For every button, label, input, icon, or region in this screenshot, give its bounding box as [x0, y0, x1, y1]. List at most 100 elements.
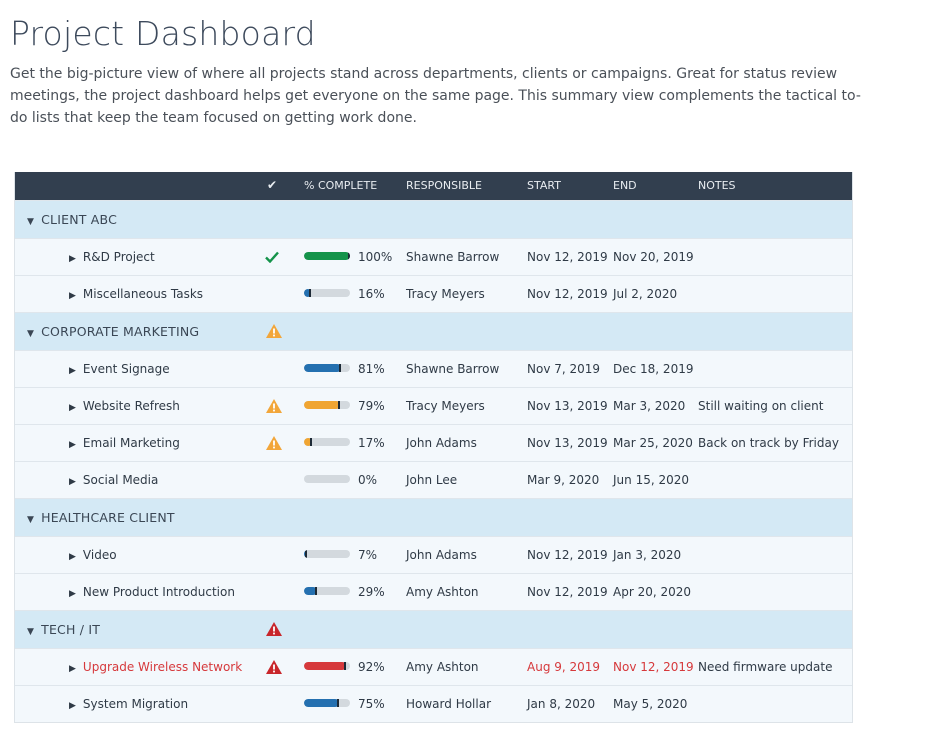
expand-triangle-icon[interactable]: ▶ — [69, 664, 76, 674]
responsible-person: Shawne Barrow — [406, 250, 500, 264]
task-name: ▶ R&D Project — [69, 250, 155, 264]
expand-triangle-icon[interactable]: ▶ — [69, 701, 76, 711]
percent-complete: 0% — [358, 473, 378, 487]
column-header-notes[interactable]: NOTES — [698, 179, 736, 192]
group-name: ▼ CORPORATE MARKETING — [27, 324, 200, 339]
task-row[interactable]: ▶ Upgrade Wireless Network 92% Amy Ashton Au… — [15, 648, 852, 685]
progress-fill — [304, 699, 339, 707]
task-row[interactable]: ▶ Social Media 0% John Lee Mar 9, 2020 Jun 15… — [15, 461, 852, 498]
expand-triangle-icon[interactable]: ▶ — [69, 589, 76, 599]
end-date: Mar 3, 2020 — [613, 399, 686, 413]
percent-complete: 16% — [358, 287, 385, 301]
percent-complete: 17% — [358, 436, 385, 450]
column-header-start[interactable]: START — [527, 179, 561, 192]
warning-red-icon — [265, 659, 283, 678]
start-date: Nov 13, 2019 — [527, 436, 608, 450]
end-date: Apr 20, 2020 — [613, 585, 692, 599]
start-date: Nov 12, 2019 — [527, 287, 608, 301]
group-row[interactable]: ▼ CORPORATE MARKETING — [15, 312, 852, 350]
warning-orange-icon — [265, 398, 283, 417]
expand-triangle-icon[interactable]: ▶ — [69, 477, 76, 487]
group-row[interactable]: ▼ TECH / IT — [15, 610, 852, 648]
progress-bar — [304, 252, 350, 260]
group-name: ▼ CLIENT ABC — [27, 212, 117, 227]
responsible-person: John Lee — [406, 473, 458, 487]
percent-complete: 7% — [358, 548, 378, 562]
group-row[interactable]: ▼ HEALTHCARE CLIENT — [15, 498, 852, 536]
group-name: ▼ TECH / IT — [27, 622, 101, 637]
task-name: ▶ Event Signage — [69, 362, 170, 376]
progress-bar — [304, 475, 350, 483]
progress-bar — [304, 587, 350, 595]
progress-fill — [304, 289, 312, 297]
project-table: ✔ % COMPLETE RESPONSIBLE START END NOTES… — [14, 172, 853, 723]
responsible-person: John Adams — [406, 548, 477, 562]
table-body: ▼ CLIENT ABC ▶ R&D Project 100% Shawne Barrow… — [15, 200, 852, 722]
warning-orange-icon — [265, 323, 283, 342]
task-row[interactable]: ▶ Event Signage 81% Shawne Barrow Nov 7, 201… — [15, 350, 852, 387]
page-title: Project Dashboard — [10, 14, 316, 53]
warning-orange-icon — [265, 435, 283, 454]
progress-bar — [304, 364, 350, 372]
start-date: Nov 12, 2019 — [527, 250, 608, 264]
progress-fill — [304, 401, 341, 409]
collapse-triangle-icon[interactable]: ▼ — [27, 329, 35, 339]
expand-triangle-icon[interactable]: ▶ — [69, 552, 76, 562]
end-date: May 5, 2020 — [613, 697, 688, 711]
checkmark-icon — [265, 251, 279, 266]
collapse-triangle-icon[interactable]: ▼ — [27, 627, 35, 637]
start-date: Nov 7, 2019 — [527, 362, 601, 376]
collapse-triangle-icon[interactable]: ▼ — [27, 217, 35, 227]
end-date: Jan 3, 2020 — [613, 548, 682, 562]
column-header-end[interactable]: END — [613, 179, 637, 192]
responsible-person: Shawne Barrow — [406, 362, 500, 376]
progress-bar — [304, 699, 350, 707]
progress-bar — [304, 438, 350, 446]
column-header-responsible[interactable]: RESPONSIBLE — [406, 179, 482, 192]
task-name: ▶ Video — [69, 548, 117, 562]
collapse-triangle-icon[interactable]: ▼ — [27, 515, 35, 525]
task-row[interactable]: ▶ Website Refresh 79% Tracy Meyers Nov 13, 2… — [15, 387, 852, 424]
progress-fill — [304, 252, 350, 260]
task-row[interactable]: ▶ R&D Project 100% Shawne Barrow Nov 12, 201… — [15, 238, 852, 275]
expand-triangle-icon[interactable]: ▶ — [69, 291, 76, 301]
task-name: ▶ Upgrade Wireless Network — [69, 660, 243, 674]
progress-fill — [304, 662, 347, 670]
progress-bar — [304, 550, 350, 558]
table-header: ✔ % COMPLETE RESPONSIBLE START END NOTES — [15, 172, 852, 200]
start-date: Aug 9, 2019 — [527, 660, 601, 674]
start-date: Nov 12, 2019 — [527, 548, 608, 562]
progress-fill — [304, 550, 308, 558]
responsible-person: Amy Ashton — [406, 660, 479, 674]
task-name: ▶ Website Refresh — [69, 399, 180, 413]
expand-triangle-icon[interactable]: ▶ — [69, 403, 76, 413]
percent-complete: 79% — [358, 399, 385, 413]
end-date: Dec 18, 2019 — [613, 362, 694, 376]
task-row[interactable]: ▶ Email Marketing 17% John Adams Nov 13, 201… — [15, 424, 852, 461]
expand-triangle-icon[interactable]: ▶ — [69, 254, 76, 264]
task-name: ▶ Miscellaneous Tasks — [69, 287, 204, 301]
column-header-check[interactable]: ✔ — [267, 178, 278, 192]
start-date: Nov 13, 2019 — [527, 399, 608, 413]
start-date: Mar 9, 2020 — [527, 473, 600, 487]
task-name: ▶ New Product Introduction — [69, 585, 235, 599]
group-row[interactable]: ▼ CLIENT ABC — [15, 200, 852, 238]
task-row[interactable]: ▶ New Product Introduction 29% Amy Ashton No… — [15, 573, 852, 610]
group-name: ▼ HEALTHCARE CLIENT — [27, 510, 175, 525]
percent-complete: 92% — [358, 660, 385, 674]
task-row[interactable]: ▶ Video 7% John Adams Nov 12, 2019 Jan 3, 202… — [15, 536, 852, 573]
column-header-complete[interactable]: % COMPLETE — [304, 179, 378, 192]
end-date: Jul 2, 2020 — [613, 287, 678, 301]
progress-bar — [304, 401, 350, 409]
progress-fill — [304, 587, 318, 595]
task-row[interactable]: ▶ System Migration 75% Howard Hollar Jan 8, … — [15, 685, 852, 722]
progress-fill — [304, 364, 342, 372]
percent-complete: 75% — [358, 697, 385, 711]
progress-bar — [304, 289, 350, 297]
responsible-person: Amy Ashton — [406, 585, 479, 599]
task-row[interactable]: ▶ Miscellaneous Tasks 16% Tracy Meyers Nov 1… — [15, 275, 852, 312]
progress-bar — [304, 662, 350, 670]
expand-triangle-icon[interactable]: ▶ — [69, 440, 76, 450]
expand-triangle-icon[interactable]: ▶ — [69, 366, 76, 376]
page-description: Get the big-picture view of where all pr… — [10, 66, 861, 126]
